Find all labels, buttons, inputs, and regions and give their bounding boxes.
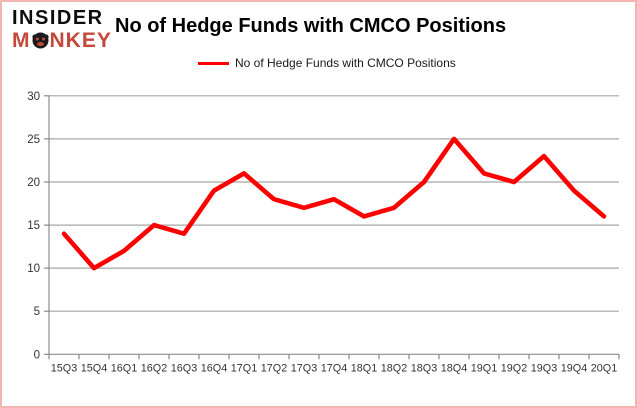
- y-tick-label: 20: [27, 177, 40, 189]
- x-tick-label: 19Q3: [531, 362, 557, 374]
- x-tick-label: 18Q3: [411, 362, 437, 374]
- y-tick-label: 0: [34, 349, 40, 361]
- insider-monkey-logo: INSIDER M NKEY: [12, 8, 112, 51]
- x-tick-label: 16Q2: [141, 362, 167, 374]
- x-tick-label: 17Q1: [231, 362, 257, 374]
- series-line: [61, 136, 607, 271]
- x-tick-label: 19Q2: [501, 362, 527, 374]
- logo-monkey-prefix: M: [12, 29, 31, 52]
- x-tick-label: 20Q1: [591, 362, 617, 374]
- x-tick-label: 16Q1: [111, 362, 137, 374]
- x-tick-label: 18Q1: [351, 362, 377, 374]
- x-tick-label: 16Q4: [201, 362, 227, 374]
- y-tick-label: 5: [34, 306, 40, 318]
- y-tick-label: 10: [27, 263, 40, 275]
- y-tick-label: 30: [27, 91, 40, 103]
- legend-line-swatch: [198, 61, 229, 65]
- x-tick-label: 18Q4: [441, 362, 467, 374]
- x-tick-label: 15Q4: [81, 362, 107, 374]
- x-tick-label: 17Q2: [261, 362, 287, 374]
- chart-title: No of Hedge Funds with CMCO Positions: [115, 15, 507, 37]
- x-tick-label: 15Q3: [51, 362, 77, 374]
- x-tick-label: 16Q3: [171, 362, 197, 374]
- monkey-face-icon: [31, 32, 49, 49]
- chart-legend: No of Hedge Funds with CMCO Positions: [198, 56, 456, 70]
- y-tick-label: 25: [27, 134, 40, 146]
- y-tick-label: 15: [27, 220, 40, 232]
- legend-label: No of Hedge Funds with CMCO Positions: [235, 56, 456, 70]
- x-tick-label: 18Q2: [381, 362, 407, 374]
- x-tick-label: 19Q1: [471, 362, 497, 374]
- logo-text-insider: INSIDER: [12, 7, 104, 29]
- logo-text-monkey: M NKEY: [12, 30, 112, 51]
- x-tick-label: 19Q4: [561, 362, 587, 374]
- logo-monkey-suffix: NKEY: [49, 29, 112, 52]
- x-tick-label: 17Q4: [321, 362, 347, 374]
- x-tick-label: 17Q3: [291, 362, 317, 374]
